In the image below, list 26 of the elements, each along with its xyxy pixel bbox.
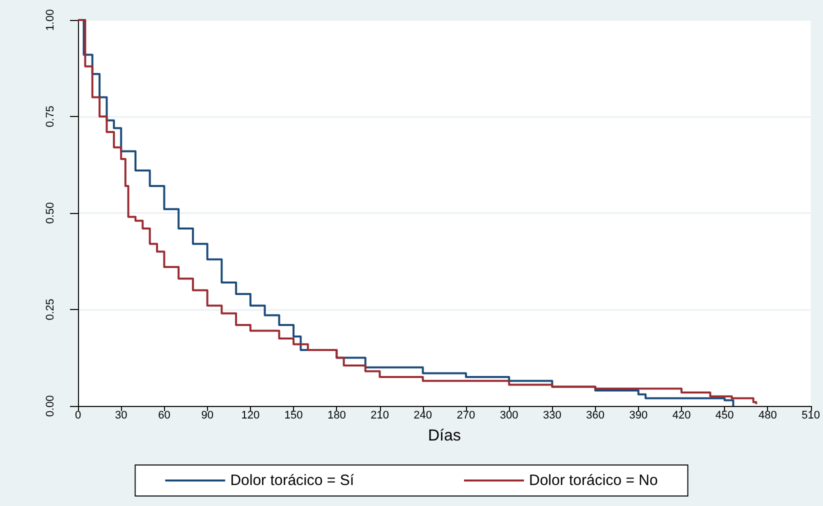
- x-tick-label: 450: [715, 410, 734, 422]
- x-tick-label: 300: [500, 410, 518, 422]
- x-axis-title: Días: [428, 428, 461, 444]
- y-tick-label: 0.50: [44, 202, 56, 224]
- legend-label: Dolor torácico = Sí: [230, 472, 355, 489]
- x-tick-label: 210: [370, 410, 389, 422]
- x-tick-label: 90: [201, 410, 214, 422]
- x-tick-label: 120: [241, 410, 260, 422]
- y-tick-label: 0.00: [44, 395, 56, 417]
- x-tick-label: 0: [74, 410, 82, 422]
- x-tick-label: 60: [158, 410, 170, 422]
- x-tick-label: 240: [414, 410, 432, 422]
- x-tick-label: 480: [758, 410, 777, 422]
- x-tick-label: 510: [802, 410, 820, 422]
- x-tick-label: 360: [586, 410, 604, 422]
- x-tick-label: 420: [672, 410, 691, 422]
- x-tick-label: 150: [284, 410, 303, 422]
- y-tick-label: 0.25: [44, 298, 56, 320]
- x-tick-label: 30: [114, 410, 128, 422]
- y-tick-label: 0.75: [44, 106, 56, 128]
- x-tick-label: 270: [456, 410, 476, 422]
- y-tick-label: 1.00: [44, 9, 56, 31]
- x-tick-label: 180: [327, 410, 346, 422]
- x-tick-label: 390: [629, 410, 648, 422]
- x-tick-label: 330: [543, 410, 562, 422]
- legend-label: Dolor torácico = No: [529, 472, 658, 489]
